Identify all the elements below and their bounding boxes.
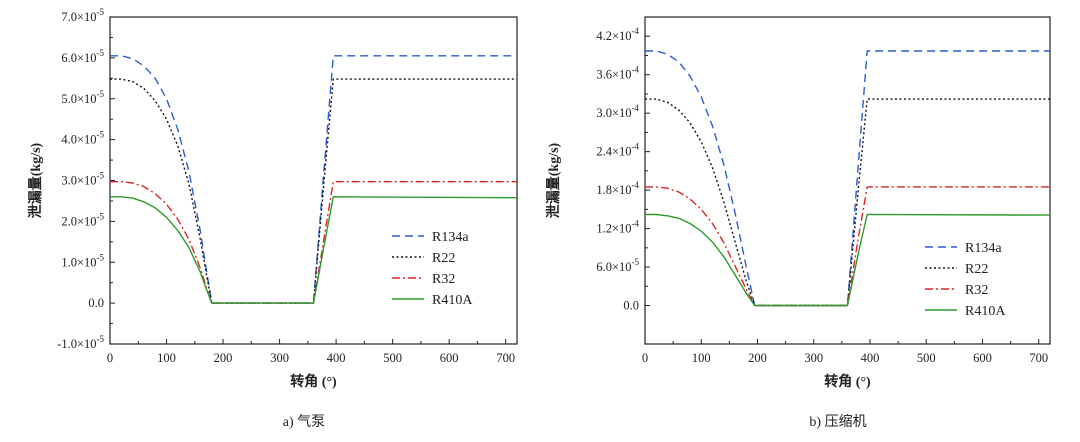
y-tick-exponent: -4 [632, 142, 640, 152]
x-tick-label: 0 [642, 351, 648, 365]
legend-label-r22: R22 [965, 262, 988, 277]
y-tick-mantissa: 3.6×10 [596, 68, 631, 82]
y-tick-exponent: -5 [97, 89, 105, 99]
y-tick-mantissa: 1.2×10 [596, 222, 631, 236]
x-axis-title: 转角 (°) [290, 373, 337, 390]
y-tick-mantissa: 2.0×10 [61, 214, 96, 228]
x-tick-label: 600 [973, 351, 992, 365]
y-tick-mantissa: 2.4×10 [596, 145, 631, 159]
x-tick-label: 200 [214, 351, 233, 365]
y-tick-label: -1.0×10-5 [57, 334, 104, 351]
y-tick-exponent: -4 [632, 26, 640, 36]
x-tick-label: 600 [440, 351, 459, 365]
y-tick-label: 3.0×10-5 [61, 171, 104, 188]
y-tick-mantissa: 4.2×10 [596, 29, 631, 43]
x-tick-label: 200 [748, 351, 767, 365]
y-tick-mantissa: 6.0×10 [596, 260, 631, 274]
y-tick-label: 6.0×10-5 [61, 48, 104, 65]
legend-label-r410a: R410A [965, 304, 1006, 319]
y-tick-exponent: -5 [97, 252, 105, 262]
y-tick-exponent: -4 [632, 65, 640, 75]
chart-compressor: 0 100 200 300 400 500 600 7000.06.0×10-51.2×10-… [545, 16, 1051, 430]
x-axis-title: 转角 (°) [824, 373, 871, 390]
series-line-r22 [110, 78, 517, 304]
chart-caption: a) 气泵 [283, 414, 325, 430]
y-tick-exponent: -5 [97, 130, 105, 140]
y-tick-label: 6.0×10-5 [596, 257, 639, 274]
y-tick-label: 1.8×10-4 [596, 180, 639, 197]
series-line-r134a [645, 50, 1050, 307]
y-tick-mantissa: 3.0×10 [61, 174, 96, 188]
x-tick-label: 400 [861, 351, 880, 365]
y-tick-label: 3.6×10-4 [596, 65, 639, 82]
y-tick-mantissa: 0.0 [88, 296, 104, 310]
y-tick-label: 5.0×10-5 [61, 89, 104, 106]
y-tick-exponent: -5 [97, 211, 105, 221]
y-tick-label: 4.0×10-5 [61, 130, 104, 147]
y-tick-exponent: -4 [632, 103, 640, 113]
series-line-r32 [110, 181, 517, 304]
y-tick-label: 2.0×10-5 [61, 211, 104, 228]
y-tick-exponent: -5 [97, 171, 105, 181]
y-tick-exponent: -4 [632, 180, 640, 190]
y-tick-label: 1.2×10-4 [596, 219, 639, 236]
y-tick-exponent: -5 [97, 48, 105, 58]
y-tick-mantissa: 3.0×10 [596, 106, 631, 120]
y-tick-exponent: -5 [632, 257, 640, 267]
y-tick-mantissa: 1.8×10 [596, 183, 631, 197]
x-tick-label: 500 [383, 351, 402, 365]
series-line-r22 [645, 98, 1050, 307]
legend-label-r32: R32 [965, 283, 988, 298]
y-tick-mantissa: 1.0×10 [61, 255, 96, 269]
series-line-r410a [645, 213, 1051, 307]
series-line-r410a [110, 196, 518, 304]
x-tick-label: 0 [107, 351, 113, 365]
y-tick-mantissa: 7.0×10 [61, 10, 96, 24]
legend-label-r134a: R134a [965, 241, 1002, 256]
series-line-r134a [110, 55, 517, 304]
y-tick-mantissa: -1.0×10 [57, 337, 96, 351]
y-tick-exponent: -5 [97, 7, 105, 17]
x-tick-label: 500 [917, 351, 936, 365]
y-tick-label: 0.0 [623, 299, 639, 313]
y-tick-exponent: -5 [97, 334, 105, 344]
y-tick-mantissa: 5.0×10 [61, 92, 96, 106]
y-tick-label: 2.4×10-4 [596, 142, 639, 159]
x-tick-label: 100 [692, 351, 711, 365]
y-tick-mantissa: 6.0×10 [61, 51, 96, 65]
y-tick-label: 0.0 [88, 296, 104, 310]
y-tick-label: 4.2×10-4 [596, 26, 639, 43]
x-tick-label: 700 [1029, 351, 1048, 365]
y-tick-mantissa: 4.0×10 [61, 133, 96, 147]
legend-label-r22: R22 [432, 251, 455, 266]
x-tick-label: 700 [496, 351, 515, 365]
y-tick-exponent: -4 [632, 219, 640, 229]
chart-caption: b) 压缩机 [809, 414, 866, 430]
x-tick-label: 300 [804, 351, 823, 365]
y-tick-label: 3.0×10-4 [596, 103, 639, 120]
y-tick-label: 1.0×10-5 [61, 252, 104, 269]
legend-label-r410a: R410A [432, 293, 473, 308]
plot-frame [644, 16, 1051, 345]
y-axis-title: 泄漏量(kg/s) [545, 142, 562, 218]
x-tick-label: 100 [157, 351, 176, 365]
legend-label-r32: R32 [432, 272, 455, 287]
y-tick-label: 7.0×10-5 [61, 7, 104, 24]
x-tick-label: 300 [270, 351, 289, 365]
y-tick-mantissa: 0.0 [623, 299, 639, 313]
y-axis-title: 泄漏量(kg/s) [27, 142, 44, 218]
chart-air-pump: 0 100 200 300 400 500 600 700-1.0×10-50.01.0×10… [27, 7, 518, 430]
x-tick-label: 400 [327, 351, 346, 365]
legend-label-r134a: R134a [432, 230, 469, 245]
series-line-r32 [645, 186, 1050, 307]
